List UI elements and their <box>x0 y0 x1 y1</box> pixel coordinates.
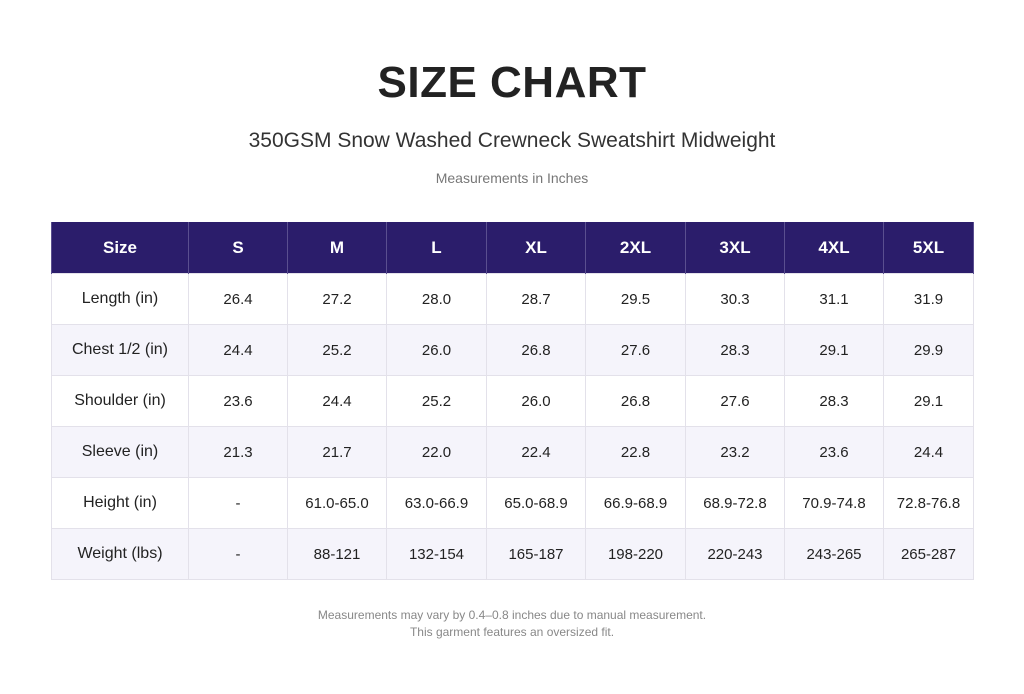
table-cell: 29.5 <box>585 273 686 325</box>
size-table: Size S M L XL 2XL 3XL 4XL 5XL Length (in… <box>51 222 974 580</box>
page-title: SIZE CHART <box>377 58 647 107</box>
table-cell: 21.7 <box>287 426 387 478</box>
footnote-variance: Measurements may vary by 0.4–0.8 inches … <box>317 608 707 622</box>
table-cell: 27.6 <box>585 324 686 376</box>
table-cell: 61.0-65.0 <box>287 477 387 529</box>
table-cell: 28.7 <box>486 273 586 325</box>
header-cell: S <box>188 222 288 274</box>
table-row: Height (in) - 61.0-65.0 63.0-66.9 65.0-6… <box>51 477 974 529</box>
row-label: Sleeve (in) <box>51 426 189 478</box>
header-cell: 4XL <box>784 222 884 274</box>
row-label: Chest 1/2 (in) <box>51 324 189 376</box>
table-cell: - <box>188 528 288 580</box>
table-cell: 88-121 <box>287 528 387 580</box>
header-cell: M <box>287 222 387 274</box>
header-cell: Size <box>51 222 189 274</box>
table-row: Length (in) 26.4 27.2 28.0 28.7 29.5 30.… <box>51 273 974 325</box>
table-cell: 29.1 <box>784 324 884 376</box>
header-cell: 3XL <box>685 222 785 274</box>
table-row: Shoulder (in) 23.6 24.4 25.2 26.0 26.8 2… <box>51 375 974 427</box>
row-label: Weight (lbs) <box>51 528 189 580</box>
table-cell: 31.1 <box>784 273 884 325</box>
table-cell: 26.8 <box>486 324 586 376</box>
table-row: Chest 1/2 (in) 24.4 25.2 26.0 26.8 27.6 … <box>51 324 974 376</box>
table-cell: 220-243 <box>685 528 785 580</box>
table-cell: 24.4 <box>883 426 974 478</box>
table-cell: 198-220 <box>585 528 686 580</box>
row-label: Length (in) <box>51 273 189 325</box>
row-label: Height (in) <box>51 477 189 529</box>
table-cell: 165-187 <box>486 528 586 580</box>
table-header-row: Size S M L XL 2XL 3XL 4XL 5XL <box>51 222 974 274</box>
product-subtitle: 350GSM Snow Washed Crewneck Sweatshirt M… <box>248 129 776 152</box>
row-label: Shoulder (in) <box>51 375 189 427</box>
table-cell: 29.9 <box>883 324 974 376</box>
table-cell: 26.0 <box>486 375 586 427</box>
table-cell: 25.2 <box>287 324 387 376</box>
header-cell: XL <box>486 222 586 274</box>
table-cell: 23.6 <box>784 426 884 478</box>
table-row: Weight (lbs) - 88-121 132-154 165-187 19… <box>51 528 974 580</box>
table-cell: 24.4 <box>188 324 288 376</box>
table-cell: 27.6 <box>685 375 785 427</box>
table-row: Sleeve (in) 21.3 21.7 22.0 22.4 22.8 23.… <box>51 426 974 478</box>
table-cell: 132-154 <box>386 528 487 580</box>
table-cell: 68.9-72.8 <box>685 477 785 529</box>
header-cell: 2XL <box>585 222 686 274</box>
table-cell: 31.9 <box>883 273 974 325</box>
table-cell: 23.6 <box>188 375 288 427</box>
table-cell: 65.0-68.9 <box>486 477 586 529</box>
table-cell: 30.3 <box>685 273 785 325</box>
header-cell: 5XL <box>883 222 974 274</box>
table-cell: 24.4 <box>287 375 387 427</box>
table-cell: 63.0-66.9 <box>386 477 487 529</box>
table-cell: 66.9-68.9 <box>585 477 686 529</box>
table-cell: 22.8 <box>585 426 686 478</box>
table-cell: 243-265 <box>784 528 884 580</box>
table-cell: 22.4 <box>486 426 586 478</box>
table-cell: 23.2 <box>685 426 785 478</box>
table-cell: 27.2 <box>287 273 387 325</box>
header-cell: L <box>386 222 487 274</box>
table-cell: 28.3 <box>685 324 785 376</box>
table-cell: 26.0 <box>386 324 487 376</box>
table-cell: 72.8-76.8 <box>883 477 974 529</box>
table-cell: 29.1 <box>883 375 974 427</box>
table-cell: 28.3 <box>784 375 884 427</box>
table-cell: - <box>188 477 288 529</box>
table-cell: 26.8 <box>585 375 686 427</box>
units-note: Measurements in Inches <box>435 170 589 186</box>
table-cell: 28.0 <box>386 273 487 325</box>
footnote-fit: This garment features an oversized fit. <box>409 625 615 639</box>
table-cell: 22.0 <box>386 426 487 478</box>
table-cell: 21.3 <box>188 426 288 478</box>
table-cell: 26.4 <box>188 273 288 325</box>
table-cell: 25.2 <box>386 375 487 427</box>
table-cell: 265-287 <box>883 528 974 580</box>
table-cell: 70.9-74.8 <box>784 477 884 529</box>
